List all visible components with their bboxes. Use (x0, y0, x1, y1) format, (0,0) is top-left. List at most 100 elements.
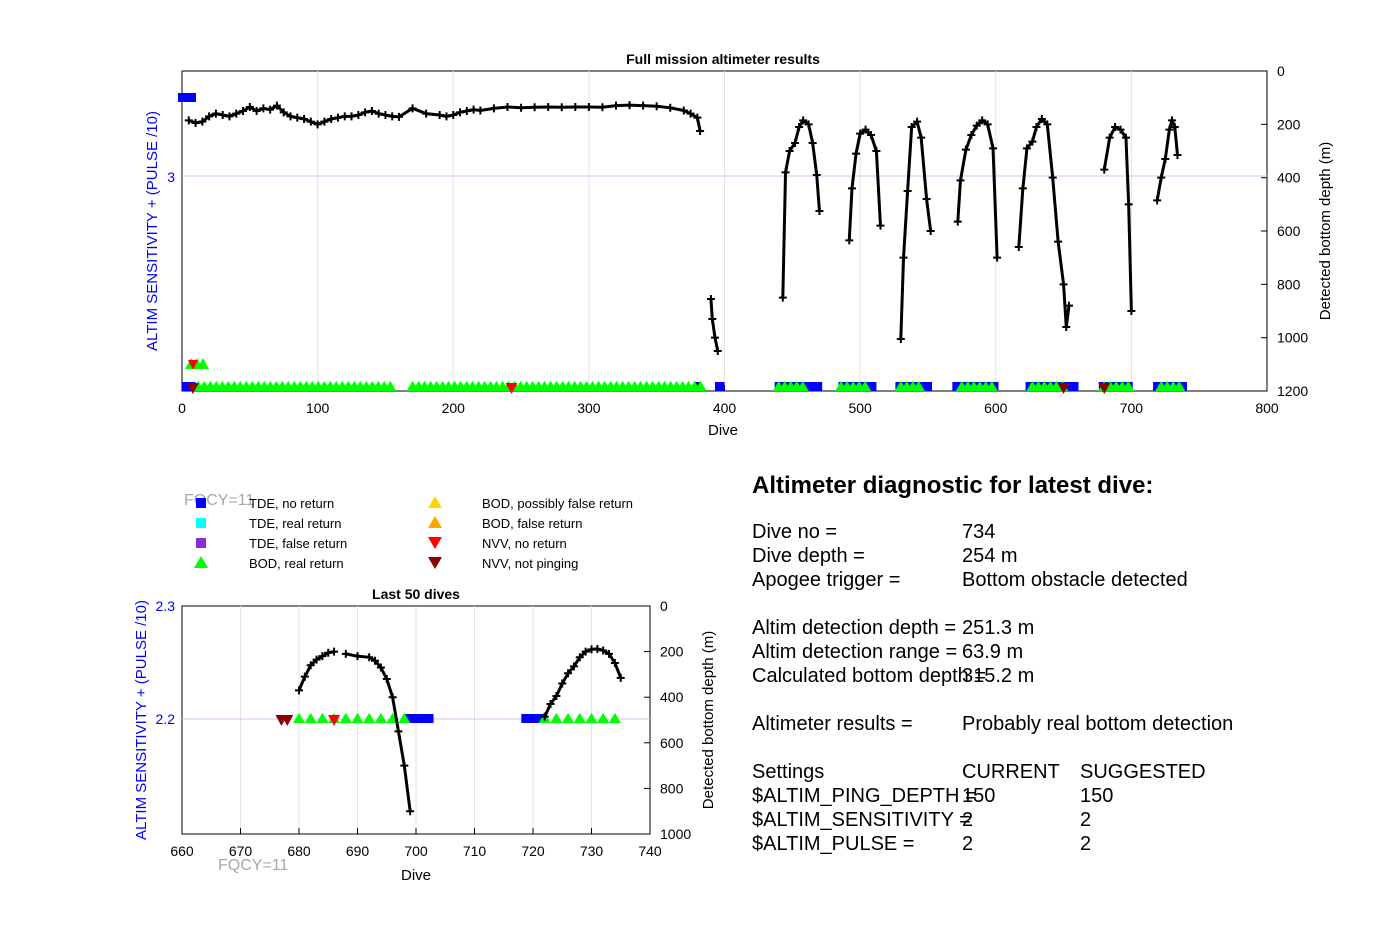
depth-point (956, 176, 965, 185)
depth-point (953, 217, 962, 226)
apogee-label: Apogee trigger = (752, 569, 901, 591)
nvv-marker (1098, 383, 1111, 394)
sensitivity-suggested: 2 (1080, 809, 1092, 831)
depth-point (218, 111, 227, 119)
bod-real-return-marker (985, 380, 998, 391)
depth-point (639, 101, 648, 110)
bod-real-return-marker (197, 358, 209, 369)
depth-point (211, 109, 220, 118)
depth-point (1037, 115, 1046, 123)
depth-point (666, 103, 675, 112)
depth-point (388, 693, 397, 702)
bod-real-return-marker (374, 712, 387, 723)
top-chart-title: Full mission altimeter results (626, 51, 820, 67)
depth-point (961, 145, 970, 154)
results-value: Probably real bottom detection (962, 713, 1234, 735)
depth-series-line (847, 127, 882, 241)
y-tick-label-right: 1000 (660, 826, 691, 842)
depth-point (989, 144, 998, 153)
depth-point (546, 700, 555, 709)
depth-point (341, 649, 350, 658)
depth-point (896, 335, 905, 343)
depth-point (1111, 123, 1120, 131)
depth-point (266, 105, 275, 114)
depth-point (781, 168, 790, 177)
depth-point (367, 107, 376, 115)
depth-point (293, 113, 302, 122)
depth-point (845, 236, 854, 245)
depth-point (652, 102, 661, 111)
depth-point (575, 653, 584, 662)
bottom-chart-ylabel-left: ALTIM SENSITIVITY + (PULSE /10) (133, 600, 150, 840)
legend-label: TDE, false return (249, 536, 347, 551)
depth-point (272, 101, 281, 110)
depth-point (557, 103, 566, 112)
depth-series-line (781, 118, 821, 298)
depth-series-line (899, 118, 933, 340)
depth-point (903, 187, 912, 195)
depth-point (899, 253, 908, 262)
bod-real-return-marker (912, 380, 925, 391)
legend-marker (196, 518, 206, 528)
det-depth-label: Altim detection depth = (752, 617, 957, 639)
top-chart-x-ticks: 0 100 200 300 400 500 600 700 800 (178, 385, 1279, 416)
depth-point (376, 663, 385, 672)
depth-point (318, 652, 327, 661)
apogee-value: Bottom obstacle detected (962, 569, 1188, 591)
depth-point (558, 679, 567, 688)
top-chart-depth-lines (184, 101, 1182, 355)
depth-point (462, 107, 471, 115)
y-tick-label-right: 400 (1277, 170, 1301, 186)
depth-point (686, 109, 695, 118)
legend-label: BOD, false return (482, 516, 582, 531)
x-tick-label: 660 (170, 843, 194, 859)
depth-point (913, 117, 922, 126)
tde-no-return-marker (178, 93, 196, 102)
depth-point (1116, 125, 1125, 134)
depth-point (1121, 133, 1130, 142)
depth-point (286, 112, 295, 121)
x-tick-label: 0 (178, 400, 186, 416)
top-chart-left-tick-3: 3 (167, 169, 175, 185)
depth-point (571, 103, 580, 111)
depth-series-line (1102, 125, 1133, 312)
depth-point (599, 646, 608, 655)
x-tick-label: 300 (577, 400, 601, 416)
y-tick-label-right: 600 (660, 735, 684, 751)
y-tick-label-right: 0 (660, 598, 668, 614)
depth-point (605, 649, 614, 658)
depth-point (795, 123, 804, 131)
depth-point (388, 112, 397, 121)
depth-point (1161, 155, 1170, 163)
depth-point (503, 103, 512, 111)
depth-point (354, 111, 363, 119)
legend-label: NVV, no return (482, 536, 567, 551)
legend-marker (428, 537, 442, 549)
legend-marker (428, 516, 442, 528)
depth-point (1168, 116, 1177, 125)
depth-point (856, 129, 865, 138)
depth-point (1157, 173, 1166, 182)
x-tick-label: 500 (848, 400, 872, 416)
depth-point (517, 103, 526, 112)
depth-point (1170, 123, 1179, 131)
depth-point (406, 807, 415, 816)
depth-point (799, 116, 808, 125)
depth-point (225, 112, 234, 121)
depth-point (435, 111, 444, 119)
depth-point (374, 109, 383, 118)
y-tick-label-right: 1200 (1277, 383, 1308, 399)
top-chart-ylabel-right: Detected bottom depth (m) (1317, 142, 1334, 320)
legend: TDE, no return TDE, real return TDE, false… (194, 496, 633, 571)
top-chart: Full mission altimeter results 0 100 200 30… (144, 51, 1334, 509)
y-tick-label-right: 400 (660, 689, 684, 705)
depth-point (610, 659, 619, 667)
fqcy-label-top: FQCY=11 (184, 492, 255, 509)
legend-marker (196, 498, 206, 508)
depth-point (312, 655, 321, 664)
depth-point (785, 147, 794, 155)
ping-depth-label: $ALTIM_PING_DEPTH = (752, 785, 977, 807)
depth-point (347, 112, 356, 121)
y-tick-label-right: 200 (660, 644, 684, 660)
